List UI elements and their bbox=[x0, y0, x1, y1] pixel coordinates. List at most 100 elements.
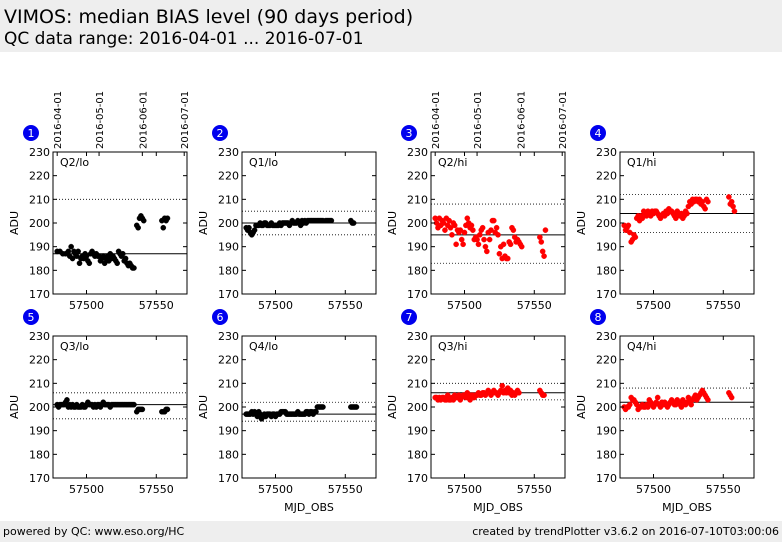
y-tick-label: 230 bbox=[407, 330, 428, 343]
data-point bbox=[140, 217, 147, 224]
x-tick-label: 57500 bbox=[447, 299, 482, 312]
data-point bbox=[632, 234, 639, 240]
data-point bbox=[516, 389, 522, 396]
data-point bbox=[350, 220, 357, 226]
x-tick-label: 57550 bbox=[517, 299, 552, 312]
data-point bbox=[726, 194, 732, 200]
y-tick-label: 180 bbox=[218, 448, 239, 461]
x-tick-label: 57550 bbox=[328, 483, 363, 496]
y-tick-label: 180 bbox=[407, 264, 428, 277]
y-tick-label: 220 bbox=[596, 354, 617, 367]
date-tick-label: 2016-05-01 bbox=[95, 91, 106, 149]
data-point bbox=[541, 392, 547, 398]
data-point bbox=[705, 397, 711, 403]
chart-panel-5: 170 180 190 200 210 220 230 57500 57550 ADU Q3/lo 5 bbox=[8, 309, 188, 496]
panel-label: Q2/lo bbox=[60, 156, 89, 169]
data-point bbox=[504, 255, 511, 262]
data-point bbox=[164, 215, 171, 222]
y-tick-label: 170 bbox=[596, 472, 617, 485]
y-tick-label: 200 bbox=[596, 217, 617, 230]
data-point bbox=[131, 265, 137, 271]
panel-number-text: 7 bbox=[406, 311, 413, 324]
data-point bbox=[538, 239, 545, 245]
y-tick-label: 190 bbox=[596, 241, 617, 254]
data-point bbox=[114, 260, 121, 267]
page-title: VIMOS: median BIAS level (90 days period… bbox=[4, 6, 414, 28]
date-tick-label: 2016-06-01 bbox=[138, 91, 149, 149]
panel-label: Q3/lo bbox=[60, 340, 89, 353]
y-tick-label: 210 bbox=[407, 377, 428, 390]
data-point bbox=[477, 232, 483, 238]
data-point bbox=[131, 401, 137, 408]
panel-number-badge bbox=[401, 125, 417, 141]
y-tick-label: 230 bbox=[29, 330, 50, 343]
x-tick-label: 57550 bbox=[139, 483, 174, 496]
data-point bbox=[728, 394, 735, 401]
data-point bbox=[68, 243, 74, 250]
x-tick-label: 57550 bbox=[706, 299, 741, 312]
chart-panel-3: 170 180 190 200 210 220 230 57500 57550 ADU Q2/hi 3… bbox=[386, 91, 569, 312]
x-tick-label: 57500 bbox=[636, 483, 671, 496]
data-point bbox=[678, 404, 685, 410]
panel-number-badge bbox=[401, 309, 417, 325]
y-tick-label: 230 bbox=[596, 146, 617, 159]
panel-number-text: 1 bbox=[28, 127, 35, 140]
data-point bbox=[500, 241, 507, 248]
data-point bbox=[479, 224, 486, 231]
data-point bbox=[507, 241, 514, 248]
y-tick-label: 230 bbox=[596, 330, 617, 343]
x-tick-label: 57500 bbox=[636, 299, 671, 312]
data-point bbox=[470, 227, 476, 233]
y-tick-label: 180 bbox=[218, 264, 239, 277]
panel-number-badge bbox=[212, 309, 228, 325]
page-subtitle: QC data range: 2016-04-01 ... 2016-07-01 bbox=[4, 29, 364, 49]
y-tick-label: 200 bbox=[218, 217, 239, 230]
data-point bbox=[705, 198, 711, 205]
data-point bbox=[486, 236, 493, 243]
data-point bbox=[539, 248, 546, 255]
y-tick-label: 190 bbox=[407, 425, 428, 438]
data-point bbox=[246, 224, 252, 231]
data-point bbox=[496, 250, 503, 257]
data-point bbox=[491, 217, 497, 224]
data-point bbox=[160, 224, 167, 231]
panel-number-badge bbox=[23, 125, 39, 141]
panel-number-badge bbox=[590, 309, 606, 325]
y-tick-label: 230 bbox=[407, 146, 428, 159]
data-point bbox=[164, 406, 171, 413]
panel-number-text: 4 bbox=[595, 127, 602, 140]
y-axis-label: ADU bbox=[8, 395, 21, 419]
chart-panel-7: 170 180 190 200 210 220 230 57500 57550 ADU MJD_OB… bbox=[386, 309, 566, 514]
y-axis-label: ADU bbox=[386, 211, 399, 235]
x-tick-label: 57550 bbox=[706, 483, 741, 496]
y-tick-label: 220 bbox=[218, 354, 239, 367]
panel-label: Q4/lo bbox=[249, 340, 278, 353]
data-point bbox=[69, 255, 76, 262]
x-tick-label: 57550 bbox=[517, 483, 552, 496]
y-axis-label: ADU bbox=[197, 211, 210, 235]
y-tick-label: 220 bbox=[29, 354, 50, 367]
data-point bbox=[626, 229, 633, 236]
data-point bbox=[440, 220, 447, 226]
date-tick-label: 2016-04-01 bbox=[431, 91, 442, 149]
y-tick-label: 210 bbox=[218, 377, 239, 390]
data-point bbox=[64, 397, 70, 403]
data-point bbox=[493, 224, 500, 231]
data-point bbox=[518, 243, 525, 250]
data-point bbox=[499, 382, 505, 389]
y-tick-label: 200 bbox=[29, 217, 50, 230]
data-point bbox=[442, 227, 448, 233]
data-point bbox=[474, 236, 480, 243]
data-point bbox=[731, 208, 738, 214]
y-tick-label: 180 bbox=[29, 448, 50, 461]
y-axis-label: ADU bbox=[8, 211, 21, 235]
panel-label: Q2/hi bbox=[438, 156, 467, 169]
y-tick-label: 200 bbox=[218, 401, 239, 414]
plot-grid: 170 180 190 200 210 220 230 57500 57550 ADU Q2/lo 1… bbox=[8, 91, 755, 514]
data-point bbox=[320, 404, 326, 410]
y-tick-label: 220 bbox=[29, 170, 50, 183]
y-tick-label: 190 bbox=[29, 425, 50, 438]
y-tick-label: 200 bbox=[407, 217, 428, 230]
y-tick-label: 230 bbox=[218, 146, 239, 159]
y-tick-label: 220 bbox=[596, 170, 617, 183]
